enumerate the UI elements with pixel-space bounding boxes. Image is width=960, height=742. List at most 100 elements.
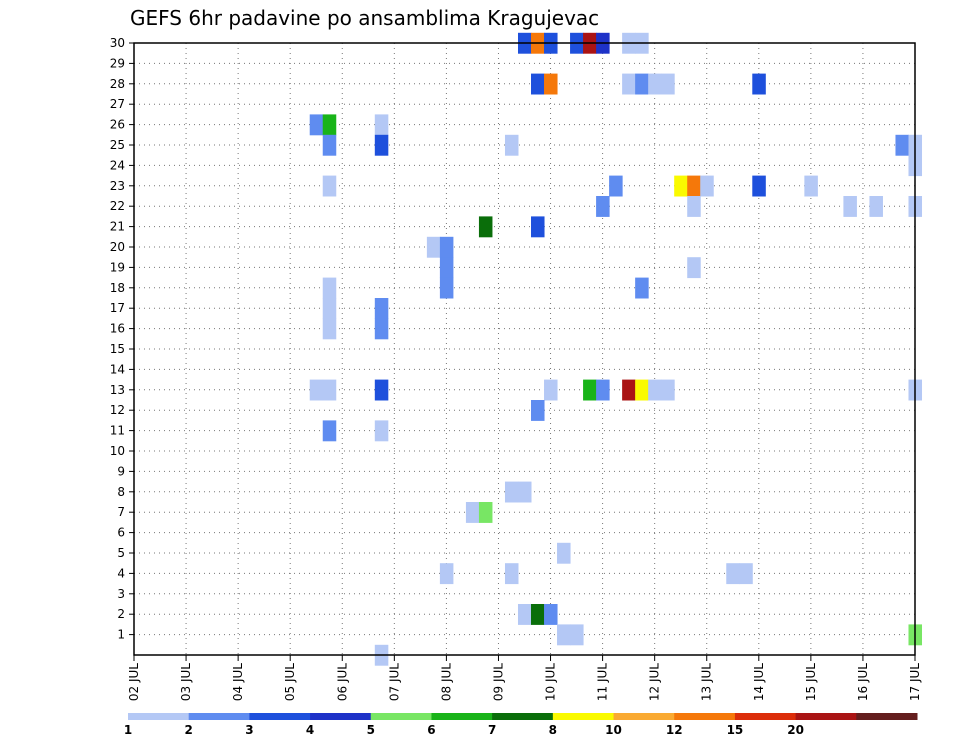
colorbar-swatch: [249, 713, 311, 720]
precip-cell: [439, 277, 454, 299]
y-tick-label: 25: [110, 138, 125, 152]
precip-cell: [439, 236, 454, 258]
y-tick-label: 5: [117, 546, 125, 560]
precip-cell: [752, 175, 766, 197]
precip-cell: [504, 481, 519, 503]
data-cells: [309, 32, 923, 666]
colorbar-label: 1: [124, 723, 132, 737]
precip-cell: [374, 114, 389, 136]
precip-cell: [465, 502, 480, 523]
precip-cell: [517, 481, 532, 503]
y-tick-label: 20: [110, 240, 125, 254]
y-tick-label: 17: [110, 301, 125, 315]
precip-cell: [531, 604, 545, 625]
x-tick-label: 04 JUL: [231, 663, 245, 701]
colorbar-swatch: [128, 713, 190, 720]
precip-cell: [869, 196, 883, 217]
precip-cell: [648, 73, 662, 95]
x-tick-label: 02 JUL: [127, 663, 141, 701]
colorbar-label: 8: [549, 723, 557, 737]
y-tick-label: 11: [110, 424, 125, 438]
colorbar: 1 2 3 4 5 6 7 8 10 12 15 20: [124, 713, 918, 737]
x-tick-label: 12 JUL: [648, 663, 662, 701]
x-tick-label: 06 JUL: [335, 663, 349, 701]
x-tick-label: 10 JUL: [544, 663, 558, 701]
precip-cell: [635, 277, 649, 299]
y-tick-label: 3: [117, 587, 125, 601]
precip-cell: [557, 624, 571, 646]
y-tick-label: 29: [110, 56, 125, 70]
x-axis: 02 JUL 03 JUL 04 JUL 05 JUL 06 JUL 07 JUL 08 J…: [127, 655, 922, 701]
precip-cell: [609, 175, 623, 197]
colorbar-label: 12: [666, 723, 683, 737]
precip-cell: [674, 175, 688, 197]
chart-title: GEFS 6hr padavine po ansamblima Kragujev…: [130, 6, 600, 30]
y-tick-label: 7: [117, 505, 125, 519]
precip-cell: [374, 420, 389, 442]
precip-cell: [661, 379, 675, 401]
precip-cell: [557, 542, 571, 564]
colorbar-label: 3: [245, 723, 253, 737]
y-tick-label: 27: [110, 97, 125, 111]
x-tick-label: 17 JUL: [908, 663, 922, 701]
y-tick-label: 8: [117, 485, 125, 499]
precip-cell: [544, 73, 558, 95]
colorbar-swatch: [674, 713, 736, 720]
y-tick-label: 24: [110, 158, 125, 172]
colorbar-swatch: [431, 713, 493, 720]
precip-cell: [309, 114, 324, 136]
precip-cell: [322, 114, 337, 136]
precip-cell: [622, 379, 636, 401]
y-tick-label: 15: [110, 342, 125, 356]
precip-cell: [322, 318, 337, 340]
precip-cell: [895, 134, 909, 156]
x-tick-label: 05 JUL: [283, 663, 297, 701]
x-tick-label: 16 JUL: [856, 663, 870, 701]
precip-cell: [504, 134, 519, 156]
precip-cell: [531, 400, 545, 421]
precip-cell: [504, 563, 519, 585]
y-tick-label: 6: [117, 526, 125, 540]
x-tick-label: 07 JUL: [387, 663, 401, 701]
precip-cell: [439, 257, 454, 279]
x-tick-label: 13 JUL: [700, 663, 714, 701]
precip-cell: [439, 563, 454, 585]
colorbar-label: 20: [787, 723, 804, 737]
precip-cell: [309, 379, 324, 401]
colorbar-swatch: [188, 713, 250, 720]
y-tick-label: 19: [110, 260, 125, 274]
precip-cell: [687, 257, 701, 279]
y-tick-label: 12: [110, 403, 125, 417]
y-tick-label: 2: [117, 607, 125, 621]
precip-cell: [374, 134, 389, 156]
precip-cell: [739, 563, 753, 585]
precip-cell: [570, 624, 584, 646]
precip-cell: [322, 420, 337, 442]
precip-cell: [648, 379, 662, 401]
precip-cell: [596, 196, 610, 217]
x-tick-label: 11 JUL: [596, 663, 610, 701]
x-tick-label: 14 JUL: [752, 663, 766, 701]
precip-cell: [426, 236, 441, 258]
colorbar-label: 4: [306, 723, 314, 737]
precip-cell: [517, 604, 532, 625]
y-tick-label: 13: [110, 383, 125, 397]
precip-cell: [322, 277, 337, 299]
y-tick-label: 10: [110, 444, 125, 458]
precip-cell: [531, 216, 545, 238]
colorbar-swatch: [856, 713, 918, 720]
precip-cell: [635, 73, 649, 95]
colorbar-label: 10: [605, 723, 622, 737]
x-tick-label: 03 JUL: [179, 663, 193, 701]
y-tick-label: 4: [117, 566, 125, 580]
colorbar-swatch: [310, 713, 372, 720]
y-tick-label: 21: [110, 220, 125, 234]
y-tick-label: 28: [110, 77, 125, 91]
colorbar-swatch: [734, 713, 797, 720]
precip-cell: [322, 134, 337, 156]
y-tick-label: 18: [110, 281, 125, 295]
precip-cell: [700, 175, 714, 197]
precip-cell: [322, 298, 337, 319]
y-tick-label: 9: [117, 464, 125, 478]
colorbar-swatch: [795, 713, 857, 720]
